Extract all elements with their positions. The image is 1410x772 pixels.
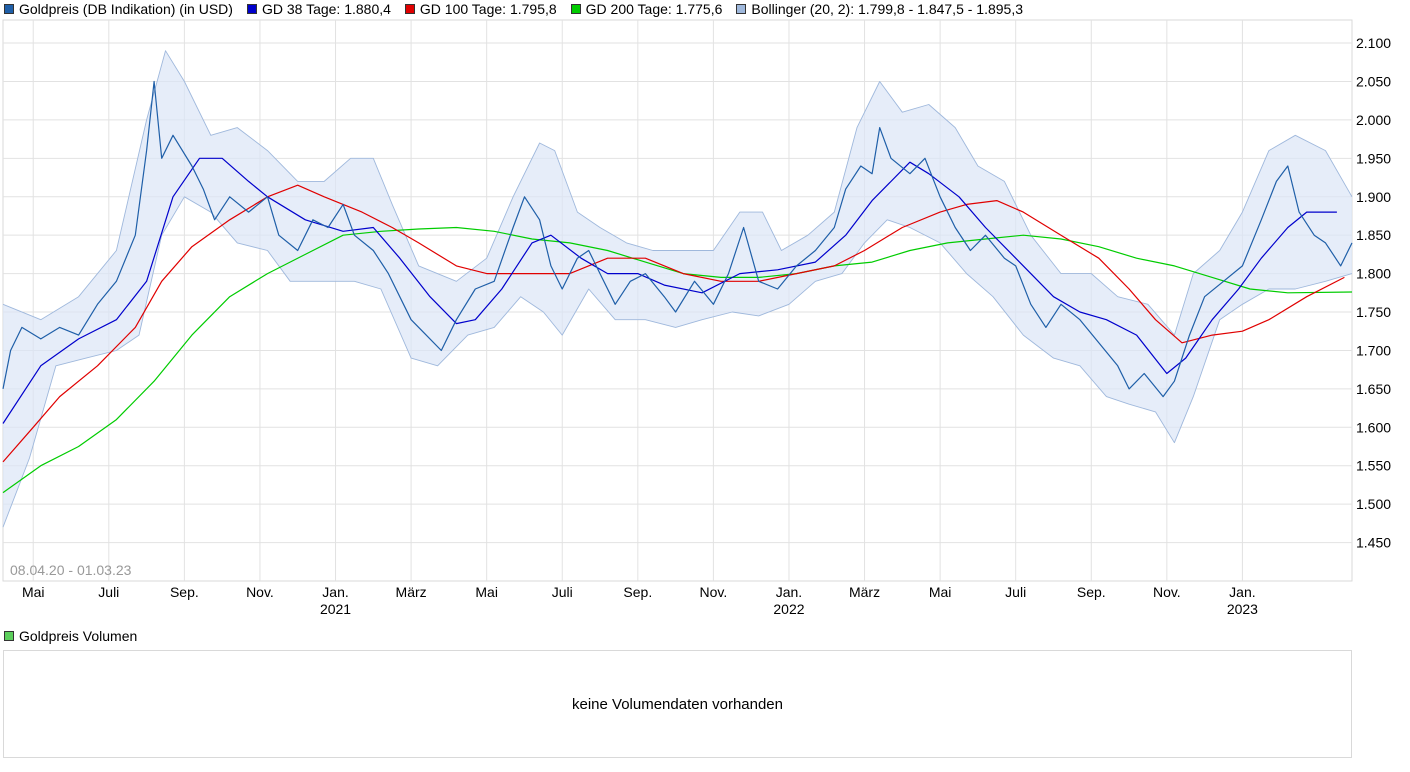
volume-empty-message: keine Volumendaten vorhanden — [572, 695, 783, 713]
gd100-line — [2, 184, 1345, 463]
y-tick-label: 1.450 — [1356, 535, 1391, 551]
legend-item-gd200[interactable]: GD 200 Tage: 1.775,6 — [570, 1, 723, 17]
x-tick-label: Sep. — [170, 584, 199, 600]
y-tick-label: 2.050 — [1356, 73, 1391, 89]
x-year-label: 2021 — [320, 601, 351, 617]
x-tick-label: Nov. — [246, 584, 274, 600]
volume-legend[interactable]: Goldpreis Volumen — [4, 628, 137, 644]
x-tick-label: Mai — [22, 584, 45, 600]
gold-price-line — [2, 80, 1353, 398]
y-axis-labels: 1.450 1.500 1.550 1.600 1.650 1.700 1.750 1.800… — [1356, 35, 1391, 551]
bollinger-upper-line — [2, 50, 1353, 336]
x-tick-label: Mai — [929, 584, 952, 600]
legend-label-bollinger: Bollinger (20, 2): 1.799,8 - 1.847,5 - 1… — [751, 1, 1024, 17]
date-range-label: 08.04.20 - 01.03.23 — [10, 562, 132, 578]
y-tick-label: 2.100 — [1356, 35, 1391, 51]
y-tick-label: 1.950 — [1356, 150, 1391, 166]
y-tick-label: 1.750 — [1356, 304, 1391, 320]
x-tick-label: Juli — [552, 584, 573, 600]
legend-swatch-gold — [4, 4, 14, 14]
legend-item-bollinger[interactable]: Bollinger (20, 2): 1.799,8 - 1.847,5 - 1… — [736, 1, 1023, 17]
x-tick-label: Sep. — [623, 584, 652, 600]
volume-panel: keine Volumendaten vorhanden — [3, 650, 1352, 758]
x-tick-label: Jan. — [322, 584, 348, 600]
legend-item-gd38[interactable]: GD 38 Tage: 1.880,4 — [246, 1, 391, 17]
price-chart[interactable]: 1.450 1.500 1.550 1.600 1.650 1.700 1.750 1.800… — [0, 0, 1410, 625]
bollinger-lower-line — [2, 196, 1353, 528]
y-tick-label: 1.500 — [1356, 496, 1391, 512]
y-tick-label: 1.700 — [1356, 342, 1391, 358]
y-tick-label: 1.550 — [1356, 458, 1391, 474]
y-tick-label: 1.650 — [1356, 381, 1391, 397]
series-lines — [2, 50, 1353, 528]
legend-label-gd38: GD 38 Tage: 1.880,4 — [261, 1, 391, 17]
volume-legend-swatch — [4, 631, 14, 641]
legend-label-gd100: GD 100 Tage: 1.795,8 — [419, 1, 557, 17]
legend-swatch-bollinger — [736, 4, 747, 14]
x-tick-label: März — [396, 584, 427, 600]
x-tick-label: Sep. — [1077, 584, 1106, 600]
x-tick-label: März — [849, 584, 880, 600]
x-year-label: 2022 — [773, 601, 804, 617]
x-tick-label: Juli — [98, 584, 119, 600]
y-tick-label: 1.900 — [1356, 189, 1391, 205]
legend-item-gd100[interactable]: GD 100 Tage: 1.795,8 — [404, 1, 557, 17]
legend-label-gold: Goldpreis (DB Indikation) (in USD) — [19, 1, 233, 17]
x-tick-label: Jan. — [776, 584, 802, 600]
x-year-label: 2023 — [1227, 601, 1258, 617]
bollinger-band-area — [3, 50, 1352, 528]
volume-legend-label: Goldpreis Volumen — [19, 628, 138, 644]
legend-swatch-gd38 — [246, 4, 257, 14]
y-tick-label: 1.850 — [1356, 227, 1391, 243]
gd200-line — [2, 226, 1353, 494]
x-tick-label: Juli — [1005, 584, 1026, 600]
x-tick-label: Jan. — [1229, 584, 1255, 600]
y-tick-label: 2.000 — [1356, 112, 1391, 128]
y-tick-label: 1.600 — [1356, 419, 1391, 435]
chart-legend: Goldpreis (DB Indikation) (in USD) GD 38… — [0, 0, 1037, 18]
legend-item-gold[interactable]: Goldpreis (DB Indikation) (in USD) — [4, 1, 233, 17]
legend-label-gd200: GD 200 Tage: 1.775,6 — [585, 1, 723, 17]
y-tick-label: 1.800 — [1356, 266, 1391, 282]
legend-swatch-gd100 — [404, 4, 415, 14]
x-tick-label: Nov. — [1153, 584, 1181, 600]
legend-swatch-gd200 — [570, 4, 581, 14]
gd38-line — [2, 157, 1337, 424]
x-tick-label: Nov. — [700, 584, 728, 600]
x-tick-label: Mai — [475, 584, 498, 600]
